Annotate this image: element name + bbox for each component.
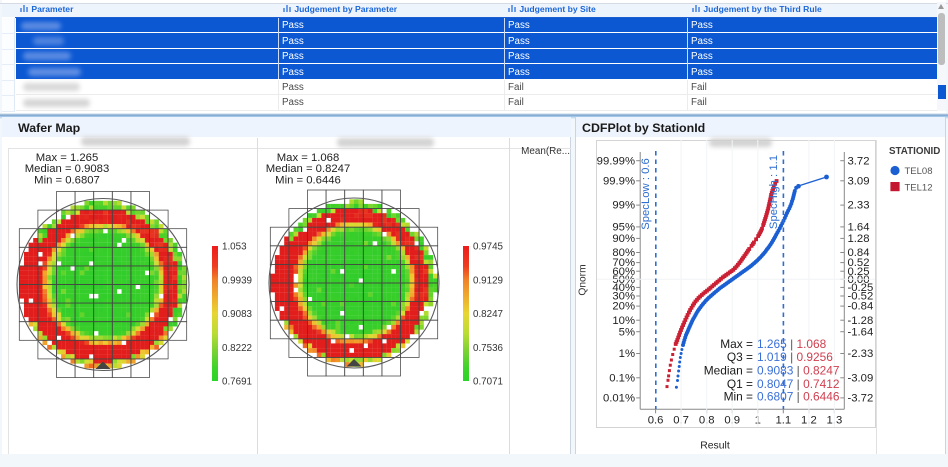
svg-text:Max =: Max = xyxy=(720,337,753,351)
svg-text:0.1%: 0.1% xyxy=(609,372,635,384)
svg-text:0.9083 | 0.8247: 0.9083 | 0.8247 xyxy=(757,363,840,377)
svg-text:40%: 40% xyxy=(612,282,635,294)
svg-text:95%: 95% xyxy=(612,222,635,234)
svg-text:10%: 10% xyxy=(612,315,635,327)
svg-text:0.7071: 0.7071 xyxy=(473,377,503,388)
svg-text:30%: 30% xyxy=(612,291,635,303)
svg-text:0.9083: 0.9083 xyxy=(222,309,253,320)
svg-text:0.6: 0.6 xyxy=(648,415,664,427)
svg-text:2.33: 2.33 xyxy=(848,200,870,212)
svg-text:3.72: 3.72 xyxy=(848,155,870,167)
svg-text:-2.33: -2.33 xyxy=(848,348,874,360)
svg-text:60%: 60% xyxy=(612,266,635,278)
svg-text:0.9745: 0.9745 xyxy=(473,242,504,253)
svg-text:-3.09: -3.09 xyxy=(848,372,874,384)
svg-text:-0.84: -0.84 xyxy=(848,301,874,313)
svg-text:3.09: 3.09 xyxy=(848,175,870,187)
svg-text:-1.28: -1.28 xyxy=(848,315,874,327)
svg-text:0.25: 0.25 xyxy=(848,266,870,278)
svg-text:1.1: 1.1 xyxy=(775,415,791,427)
svg-text:0.9939: 0.9939 xyxy=(222,275,252,286)
svg-text:-0.25: -0.25 xyxy=(848,282,874,294)
svg-text:-3.72: -3.72 xyxy=(848,393,874,405)
svg-text:0.01%: 0.01% xyxy=(603,393,635,405)
svg-text:99%: 99% xyxy=(612,200,635,212)
svg-text:SpecHigh : 1.1: SpecHigh : 1.1 xyxy=(768,155,780,229)
svg-text:Q3 =: Q3 = xyxy=(727,350,753,364)
svg-text:99.99%: 99.99% xyxy=(597,155,635,167)
svg-text:Min = 0.6807: Min = 0.6807 xyxy=(34,174,100,186)
svg-text:80%: 80% xyxy=(612,247,635,259)
svg-text:Mean(Re...: Mean(Re... xyxy=(521,146,570,157)
svg-text:Min = 0.6446: Min = 0.6446 xyxy=(275,174,341,186)
svg-text:90%: 90% xyxy=(612,233,635,245)
svg-text:Median = 0.8247: Median = 0.8247 xyxy=(266,163,350,175)
svg-text:99.9%: 99.9% xyxy=(603,175,635,187)
svg-text:0.8247: 0.8247 xyxy=(473,309,503,320)
svg-text:STATIONID: STATIONID xyxy=(889,146,940,157)
svg-text:0.7536: 0.7536 xyxy=(473,343,504,354)
svg-text:Result: Result xyxy=(700,441,730,452)
svg-text:70%: 70% xyxy=(612,257,635,269)
svg-text:0.84: 0.84 xyxy=(848,247,870,259)
svg-text:Max = 1.068: Max = 1.068 xyxy=(277,152,340,164)
svg-text:0.7691: 0.7691 xyxy=(222,377,252,388)
svg-text:Median =: Median = xyxy=(704,363,753,377)
svg-text:TEL08: TEL08 xyxy=(905,166,933,177)
svg-text:-1.64: -1.64 xyxy=(848,326,874,338)
svg-text:Q1 =: Q1 = xyxy=(727,377,753,391)
svg-text:Qnorm: Qnorm xyxy=(578,264,589,295)
svg-text:Min =: Min = xyxy=(724,389,753,403)
svg-text:Median = 0.9083: Median = 0.9083 xyxy=(25,163,109,175)
svg-text:1.019 | 0.9256: 1.019 | 0.9256 xyxy=(757,350,833,364)
svg-text:0.9129: 0.9129 xyxy=(473,275,503,286)
svg-text:1%: 1% xyxy=(619,348,635,360)
svg-text:Max = 1.265: Max = 1.265 xyxy=(36,152,99,164)
svg-text:1.64: 1.64 xyxy=(848,222,870,234)
svg-text:1.265 | 1.068: 1.265 | 1.068 xyxy=(757,337,827,351)
svg-text:0.52: 0.52 xyxy=(848,257,870,269)
svg-text:0.8047 | 0.7412: 0.8047 | 0.7412 xyxy=(757,377,840,391)
svg-text:0.8222: 0.8222 xyxy=(222,343,252,354)
svg-text:0.6807 | 0.6446: 0.6807 | 0.6446 xyxy=(757,389,840,403)
svg-text:TEL12: TEL12 xyxy=(905,183,933,194)
svg-text:20%: 20% xyxy=(612,301,635,313)
svg-text:50%: 50% xyxy=(612,274,635,286)
svg-text:SpecLow : 0.6: SpecLow : 0.6 xyxy=(640,158,652,230)
svg-text:-0.52: -0.52 xyxy=(848,291,874,303)
svg-text:1.28: 1.28 xyxy=(848,233,870,245)
svg-text:0.00: 0.00 xyxy=(848,274,870,286)
svg-text:1.053: 1.053 xyxy=(222,242,247,253)
svg-text:5%: 5% xyxy=(619,326,635,338)
